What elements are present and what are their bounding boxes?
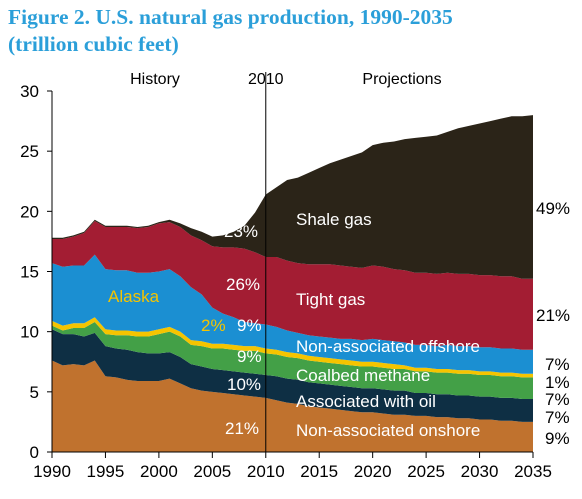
y-tick-label: 10 bbox=[20, 323, 39, 342]
x-tick-label: 2020 bbox=[354, 462, 392, 481]
x-tick-label: 2010 bbox=[247, 462, 285, 481]
area-series-group bbox=[52, 115, 533, 452]
label-coalbed-methane: Coalbed methane bbox=[296, 366, 430, 385]
share-2010-associated: 10% bbox=[227, 375, 261, 394]
x-tick-label: 1995 bbox=[87, 462, 125, 481]
y-tick-label: 25 bbox=[20, 142, 39, 161]
area-shale-gas bbox=[52, 115, 533, 279]
label-alaska: Alaska bbox=[108, 287, 160, 306]
chart-title: Figure 2. U.S. natural gas production, 1… bbox=[8, 4, 578, 58]
label-non-associated-offshore: Non-associated offshore bbox=[296, 337, 480, 356]
share-2010-coalbed: 9% bbox=[237, 347, 262, 366]
area-associated-with-oil bbox=[52, 329, 533, 422]
share-2010-tight: 26% bbox=[226, 275, 260, 294]
x-tick-label: 2005 bbox=[193, 462, 231, 481]
share-2010-shale: 23% bbox=[224, 222, 258, 241]
chart-title-line-1: Figure 2. U.S. natural gas production, 1… bbox=[8, 5, 453, 29]
y-tick-label: 20 bbox=[20, 202, 39, 221]
year-2010-label: 2010 bbox=[248, 71, 284, 88]
chart-title-line-2: (trillion cubic feet) bbox=[8, 32, 179, 56]
area-non-associated-offshore bbox=[52, 254, 533, 374]
share-2010-onshore: 21% bbox=[225, 419, 259, 438]
history-label: History bbox=[130, 71, 180, 88]
x-tick-label: 2000 bbox=[140, 462, 178, 481]
annotation-group: Shale gas Tight gas Non-associated offshor… bbox=[108, 199, 570, 448]
share-2035-offshore: 7% bbox=[545, 355, 570, 374]
area-alaska bbox=[52, 317, 533, 378]
y-tick-label: 5 bbox=[30, 383, 39, 402]
label-tight-gas: Tight gas bbox=[296, 290, 365, 309]
x-tick-label: 1990 bbox=[33, 462, 71, 481]
share-2010-alaska: 2% bbox=[201, 316, 226, 335]
share-2010-offshore: 9% bbox=[237, 316, 262, 335]
area-non-associated-onshore bbox=[52, 360, 533, 452]
area-tight-gas bbox=[52, 220, 533, 350]
share-2035-tight: 21% bbox=[536, 306, 570, 325]
label-shale-gas: Shale gas bbox=[296, 210, 372, 229]
projections-label: Projections bbox=[362, 71, 441, 88]
x-tick-label: 2035 bbox=[514, 462, 552, 481]
x-tick-label: 2025 bbox=[407, 462, 445, 481]
x-tick-label: 2015 bbox=[300, 462, 338, 481]
share-2035-coalbed: 7% bbox=[545, 390, 570, 409]
label-associated-with-oil: Associated with oil bbox=[296, 392, 436, 411]
y-tick-label: 15 bbox=[20, 263, 39, 282]
share-2035-onshore: 9% bbox=[545, 429, 570, 448]
x-tick-label: 2030 bbox=[461, 462, 499, 481]
area-coalbed-methane bbox=[52, 322, 533, 400]
share-2035-alaska: 1% bbox=[545, 373, 570, 392]
label-non-associated-onshore: Non-associated onshore bbox=[296, 421, 480, 440]
share-2035-associated: 7% bbox=[545, 408, 570, 427]
share-2035-shale: 49% bbox=[536, 199, 570, 218]
y-tick-label: 0 bbox=[30, 443, 39, 462]
y-tick-label: 30 bbox=[20, 82, 39, 101]
